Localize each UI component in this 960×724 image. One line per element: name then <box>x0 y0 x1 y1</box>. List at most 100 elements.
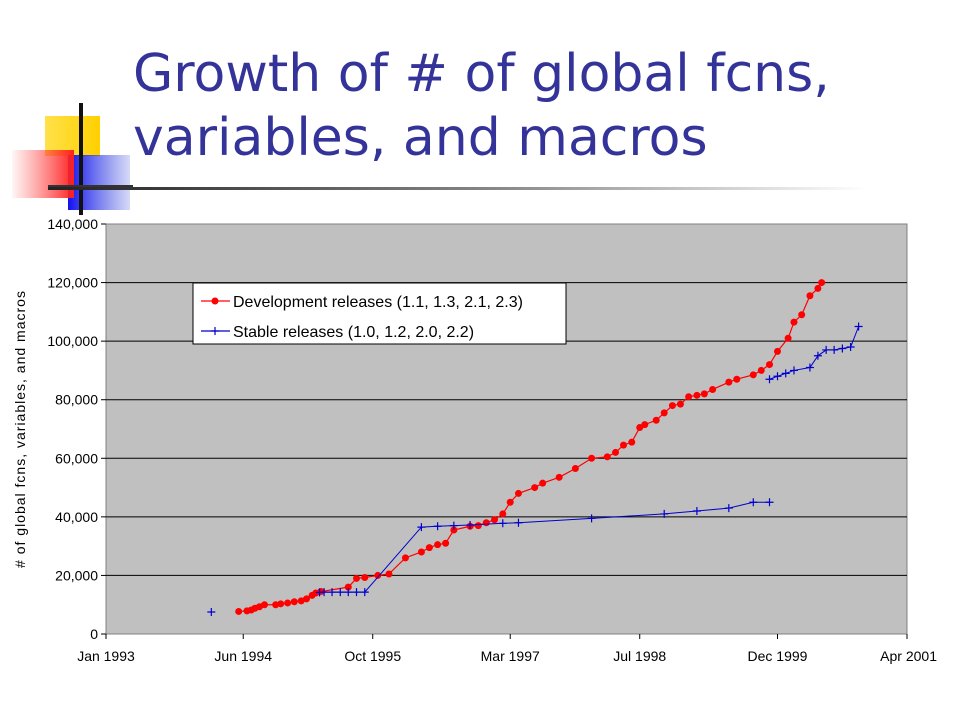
data-point <box>555 473 563 481</box>
development-series <box>235 279 826 615</box>
x-tick-label: Mar 1997 <box>481 648 540 664</box>
data-point <box>685 393 693 401</box>
data-point <box>260 601 268 609</box>
data-point <box>733 375 741 383</box>
data-point <box>474 522 482 530</box>
data-point <box>838 344 847 353</box>
y-axis-label: # of global fcns, variables, and macros <box>12 290 28 568</box>
data-point <box>297 597 305 605</box>
data-point <box>818 279 826 287</box>
data-point <box>328 588 337 597</box>
data-point <box>361 573 369 581</box>
data-point <box>652 416 660 424</box>
legend-dev-label: Development releases (1.1, 1.3, 2.1, 2.3… <box>233 294 523 311</box>
data-point <box>854 322 863 331</box>
data-point <box>571 465 579 473</box>
data-point <box>784 334 792 342</box>
legend: Development releases (1.1, 1.3, 2.1, 2.3… <box>192 282 567 345</box>
y-tick-label: 140,000 <box>47 216 98 232</box>
data-point <box>344 588 353 597</box>
data-point <box>207 608 216 617</box>
data-point <box>724 504 733 513</box>
data-point <box>290 598 298 606</box>
legend-stable-marker <box>211 327 219 335</box>
data-point <box>709 385 717 393</box>
x-tick-label: Jan 1993 <box>77 648 135 664</box>
data-point <box>425 544 433 552</box>
data-point <box>514 518 523 527</box>
x-tick-label: Dec 1999 <box>748 648 808 664</box>
data-point <box>417 548 425 556</box>
data-point <box>749 371 757 379</box>
data-point <box>434 541 442 549</box>
slide-title: Growth of # of global fcns, variables, a… <box>133 42 933 170</box>
stable-series <box>207 322 863 617</box>
data-point <box>401 554 409 562</box>
x-tick-label: Jun 1994 <box>214 648 272 664</box>
y-tick-label: 0 <box>90 626 98 642</box>
legend-dev-marker <box>211 297 219 305</box>
data-point <box>766 361 774 369</box>
legend-stable-label: Stable releases (1.0, 1.2, 2.0, 2.2) <box>233 324 474 341</box>
data-point <box>235 607 243 615</box>
y-tick-label: 20,000 <box>55 567 98 583</box>
data-point <box>588 454 596 462</box>
data-point <box>417 523 426 532</box>
data-point <box>830 345 839 354</box>
data-point <box>773 347 781 355</box>
data-point <box>449 521 458 530</box>
data-point <box>806 292 814 300</box>
data-point <box>692 507 701 515</box>
y-tick-label: 120,000 <box>47 275 98 291</box>
data-point <box>676 400 684 408</box>
data-point <box>814 284 822 292</box>
data-point <box>277 600 285 608</box>
data-point <box>789 366 798 375</box>
data-point <box>660 509 669 518</box>
title-underline <box>48 187 868 190</box>
data-point <box>344 583 352 591</box>
data-point <box>498 519 507 528</box>
data-point <box>757 366 765 374</box>
data-point <box>539 479 547 487</box>
data-point <box>773 372 782 381</box>
data-point <box>603 453 611 461</box>
data-point <box>798 311 806 319</box>
data-point <box>336 588 345 597</box>
y-tick-label: 100,000 <box>47 333 98 349</box>
data-point <box>628 438 636 446</box>
data-point <box>781 369 790 378</box>
data-point <box>660 409 668 417</box>
y-tick-label: 40,000 <box>55 509 98 525</box>
data-point <box>805 363 814 372</box>
data-point <box>668 402 676 410</box>
data-point <box>466 521 475 530</box>
data-point <box>499 510 507 518</box>
data-point <box>374 571 382 579</box>
data-point <box>612 448 620 456</box>
logo-blue-square <box>68 155 130 210</box>
data-point <box>482 519 490 527</box>
data-point <box>693 391 701 399</box>
legend-box <box>192 282 567 345</box>
data-point <box>749 498 758 507</box>
slide-title-line1: Growth of # of global fcns, <box>133 44 830 104</box>
y-tick-label: 60,000 <box>55 450 98 466</box>
logo-horizontal-bar <box>48 185 133 188</box>
data-point <box>587 514 596 523</box>
logo-yellow-square <box>45 116 100 156</box>
x-axis-ticks: Jan 1993 Jun 1994 Oct 1995 Mar 1997 Jul 1998… <box>77 634 937 664</box>
x-tick-label: Apr 2001 <box>880 648 937 664</box>
data-point <box>450 526 458 534</box>
logo-vertical-bar <box>79 103 83 215</box>
data-point <box>641 421 649 429</box>
y-tick-label: 80,000 <box>55 392 98 408</box>
y-axis-ticks: 0 20,000 40,000 60,000 80,000 100,000 120,000 1… <box>47 216 106 642</box>
data-point <box>284 599 292 607</box>
data-point <box>514 489 522 497</box>
data-point <box>765 375 774 384</box>
data-point <box>352 588 361 597</box>
x-tick-label: Oct 1995 <box>344 648 401 664</box>
data-point <box>506 498 514 506</box>
slide-title-line2: variables, and macros <box>133 108 708 168</box>
